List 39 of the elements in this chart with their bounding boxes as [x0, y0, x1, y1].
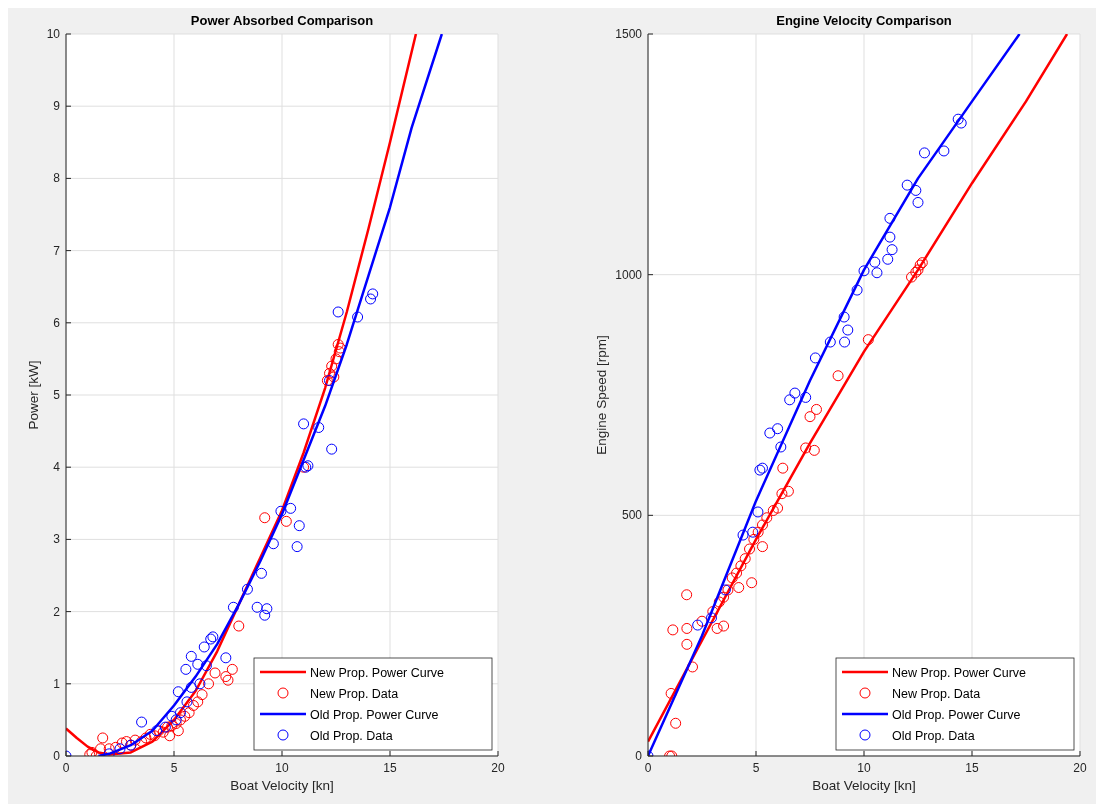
y-tick-label: 0	[53, 749, 61, 763]
x-tick-label: 5	[170, 761, 178, 775]
y-tick-label: 0	[635, 749, 643, 763]
y-tick-label: 1000	[615, 267, 643, 282]
x-tick-label: 10	[857, 761, 871, 775]
x-tick-label: 15	[965, 761, 979, 775]
x-axis-title: Boat Velocity [kn]	[812, 778, 916, 793]
y-tick-label: 3	[53, 532, 61, 547]
legend-label: New Prop. Power Curve	[892, 665, 1027, 680]
x-tick-label: 15	[383, 761, 397, 775]
y-axis-title: Power [kW]	[26, 360, 41, 430]
x-tick-label: 0	[62, 761, 70, 775]
y-tick-label: 10	[46, 27, 61, 41]
y-tick-label: 8	[53, 171, 61, 186]
y-tick-label: 500	[621, 508, 643, 523]
x-tick-label: 10	[275, 761, 289, 775]
y-tick-label: 6	[53, 315, 61, 330]
y-tick-label: 2	[53, 604, 61, 619]
legend-label: Old Prop. Power Curve	[310, 707, 439, 722]
x-tick-label: 20	[1073, 761, 1087, 775]
x-tick-label: 5	[752, 761, 760, 775]
y-tick-label: 4	[53, 460, 61, 475]
legend-label: New Prop. Data	[310, 686, 399, 701]
x-axis-title: Boat Velocity [kn]	[230, 778, 334, 793]
legend-label: New Prop. Power Curve	[310, 665, 445, 680]
x-tick-label: 20	[491, 761, 505, 775]
chart-title: Engine Velocity Comparison	[776, 13, 952, 28]
legend-label: Old Prop. Data	[310, 728, 393, 743]
y-tick-label: 7	[53, 243, 61, 258]
legend-label: New Prop. Data	[892, 686, 981, 701]
chart-title: Power Absorbed Comparison	[190, 13, 374, 28]
y-tick-label: 5	[53, 388, 61, 402]
y-tick-label: 9	[53, 99, 61, 114]
legend-label: Old Prop. Power Curve	[892, 707, 1021, 722]
y-tick-label: 1	[53, 676, 61, 691]
legend-label: Old Prop. Data	[892, 728, 975, 743]
y-axis-title: Engine Speed [rpm]	[594, 335, 609, 455]
x-tick-label: 0	[644, 761, 652, 775]
y-tick-label: 1500	[615, 27, 643, 41]
